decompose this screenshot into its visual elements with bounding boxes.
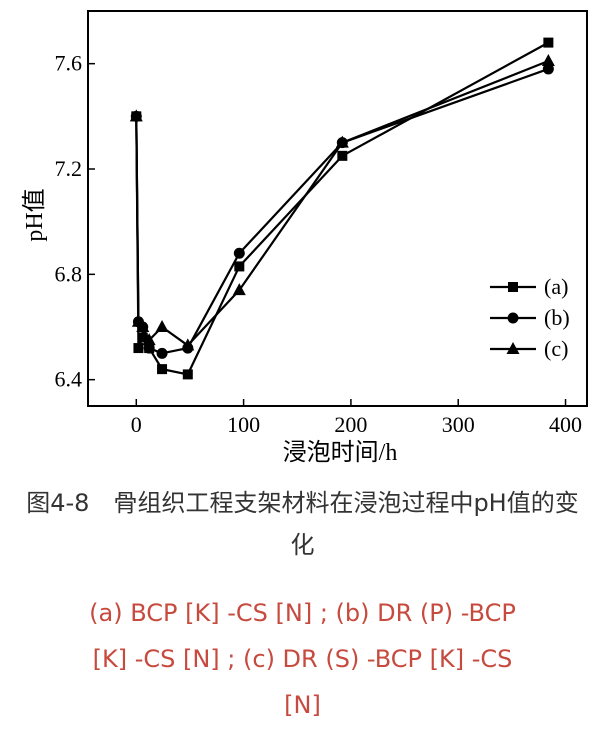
subcaption-line-2: [K] -CS [N] ; (c) DR (S) -BCP [K] -CS: [92, 645, 513, 673]
ph-line-chart: 0 100 200 300 400 6.4 6.8 7.2 7.6 (a) (b) (c) 浸泡时间…: [21, 10, 588, 466]
legend-item: (c): [490, 336, 568, 361]
caption-line-1: 图4-8 骨组织工程支架材料在浸泡过程中pH值的变: [26, 489, 579, 517]
series-c: [129, 54, 555, 351]
data-point: [182, 369, 193, 380]
x-tick-label: 200: [334, 412, 367, 437]
y-tick-label: 7.2: [55, 156, 83, 181]
series-line: [135, 67, 549, 355]
data-point: [137, 332, 148, 343]
data-point: [143, 342, 155, 354]
legend-item: (b): [490, 305, 570, 330]
legend-label: (b): [544, 305, 570, 330]
legend: (a) (b) (c): [490, 274, 570, 361]
legend-marker: [507, 312, 519, 324]
y-tick-label: 6.4: [55, 367, 83, 392]
series-line: [135, 60, 549, 347]
data-point: [142, 333, 156, 346]
legend-item: (a): [490, 274, 568, 299]
data-point: [543, 37, 554, 48]
x-axis-label: 浸泡时间/h: [283, 439, 398, 466]
x-tick-label: 100: [227, 412, 260, 437]
x-tick-label: 0: [131, 412, 142, 437]
y-axis-label: pH值: [21, 188, 48, 241]
data-point: [233, 247, 245, 259]
data-point: [542, 63, 554, 75]
axis-ticks: 0 100 200 300 400 6.4 6.8 7.2 7.6: [55, 51, 583, 437]
plot-frame: [87, 10, 588, 407]
data-point: [181, 338, 195, 351]
subcaption-line-3: [N]: [284, 691, 321, 719]
data-point: [156, 347, 168, 359]
x-tick-label: 400: [549, 412, 582, 437]
data-point: [129, 109, 143, 122]
legend-label: (a): [544, 274, 568, 299]
figure-subcaption: (a) BCP [K] -CS [N] ; (b) DR (P) -BCP [K…: [20, 590, 585, 728]
y-tick-label: 6.8: [55, 261, 83, 286]
data-point: [157, 364, 168, 375]
data-point: [155, 320, 169, 332]
data-point: [136, 320, 150, 332]
data-point: [541, 54, 555, 67]
subcaption-line-1: (a) BCP [K] -CS [N] ; (b) DR (P) -BCP: [89, 599, 516, 627]
data-point: [335, 135, 349, 148]
data-point: [232, 283, 246, 296]
data-point: [133, 343, 144, 354]
data-point: [337, 150, 348, 161]
caption-line-2: 化: [290, 531, 315, 559]
legend-label: (c): [544, 336, 568, 361]
legend-marker: [506, 342, 520, 354]
series-line: [135, 41, 549, 376]
figure-caption: 图4-8 骨组织工程支架材料在浸泡过程中pH值的变 化: [0, 482, 605, 566]
y-tick-label: 7.6: [55, 51, 83, 76]
data-point: [234, 261, 245, 272]
series-group: [129, 37, 555, 380]
x-tick-label: 300: [442, 412, 475, 437]
series-b: [130, 63, 554, 359]
legend-marker: [508, 282, 518, 292]
